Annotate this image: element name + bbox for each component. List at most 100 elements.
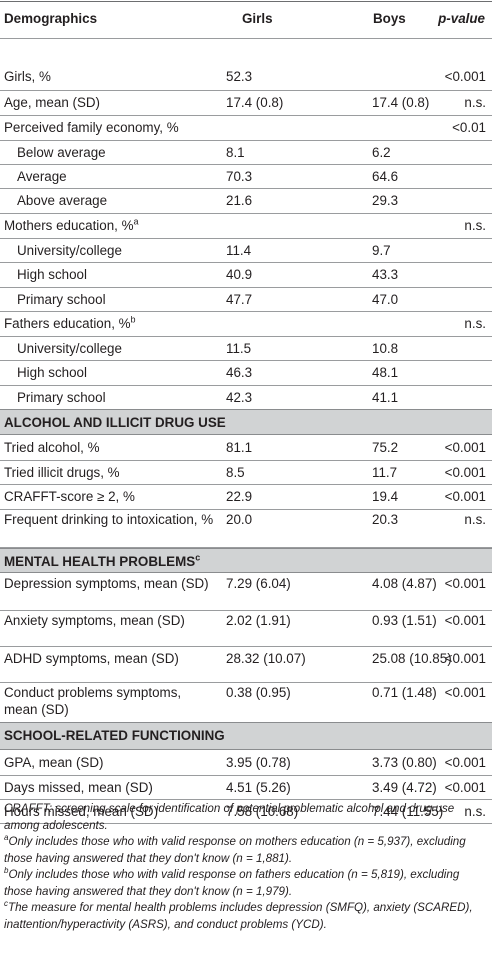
table-row: Perceived family economy, % <0.01 — [0, 115, 492, 140]
girls-value: 11.5 — [226, 341, 252, 356]
row-label: Mothers education, %a — [4, 217, 216, 234]
row-label-text: Mothers education, % — [4, 218, 134, 233]
p-value: <0.001 — [444, 651, 486, 666]
row-label-text: Hours missed, mean (SD) — [4, 804, 159, 819]
row-rule — [0, 115, 492, 116]
p-value: <0.001 — [444, 685, 486, 700]
row-label-text: Frequent drinking to intoxication, % — [4, 512, 214, 527]
row-label-text: Fathers education, % — [4, 316, 131, 331]
girls-value: 20.0 — [226, 512, 253, 527]
boys-value: 3.73 (0.80) — [372, 755, 437, 770]
footnote: bOnly includes those who with valid resp… — [4, 867, 490, 900]
table-top-rule — [0, 1, 492, 2]
p-value: <0.001 — [444, 613, 486, 628]
row-label: Tried illicit drugs, % — [4, 464, 216, 481]
table-row: Anxiety symptoms, mean (SD) 2.02 (1.91) 0.… — [0, 610, 492, 646]
row-label-text: Age, mean (SD) — [4, 95, 101, 110]
footnote-text: Only includes those who with valid respo… — [4, 868, 460, 898]
footnote-marker: b — [4, 866, 9, 876]
row-rule — [0, 213, 492, 214]
girls-value: 46.3 — [226, 365, 253, 380]
row-rule — [0, 610, 492, 611]
girls-value: 52.3 — [226, 69, 253, 84]
row-label-text: University/college — [17, 341, 122, 356]
boys-value: 9.7 — [372, 243, 391, 258]
row-label: Fathers education, %b — [4, 315, 216, 332]
row-rule — [0, 484, 492, 485]
row-label: Girls, % — [4, 68, 216, 85]
boys-value: 25.08 (10.85) — [372, 651, 452, 666]
row-label: Primary school — [17, 389, 216, 406]
boys-value: 10.8 — [372, 341, 399, 356]
row-rule — [0, 547, 492, 548]
p-value: <0.01 — [452, 120, 486, 135]
girls-value: 21.6 — [226, 193, 253, 208]
row-label: Conduct problems symptoms, mean (SD) — [4, 684, 216, 718]
footnote: aOnly includes those who with valid resp… — [4, 834, 490, 867]
boys-value: 48.1 — [372, 365, 399, 380]
row-rule — [0, 509, 492, 510]
boys-value: 75.2 — [372, 440, 399, 455]
row-rule — [0, 140, 492, 141]
row-rule — [0, 164, 492, 165]
girls-value: 28.32 (10.07) — [226, 651, 306, 666]
girls-value: 40.9 — [226, 267, 253, 282]
table-row: University/college 11.4 9.7 — [0, 238, 492, 262]
section-header: MENTAL HEALTH PROBLEMSc — [0, 548, 492, 573]
boys-value: 7.44 (11.55) — [372, 804, 444, 819]
row-label: Below average — [17, 144, 216, 161]
section-title: ALCOHOL AND ILLICIT DRUG USE — [4, 415, 226, 430]
boys-value: 0.93 (1.51) — [372, 613, 437, 628]
girls-value: 7.29 (6.04) — [226, 576, 291, 591]
row-label-text: ADHD symptoms, mean (SD) — [4, 651, 179, 666]
girls-value: 42.3 — [226, 390, 253, 405]
p-value: <0.001 — [444, 465, 486, 480]
row-label-text: Primary school — [17, 390, 106, 405]
row-label: Age, mean (SD) — [4, 94, 216, 111]
footnote-text: The measure for mental health problems i… — [4, 901, 473, 931]
table-row: High school 46.3 48.1 — [0, 360, 492, 385]
table-row: Mothers education, %a n.s. — [0, 213, 492, 238]
table-row: Fathers education, %b n.s. — [0, 311, 492, 336]
row-label-text: Perceived family economy, % — [4, 120, 179, 135]
header-girls: Girls — [242, 11, 273, 26]
boys-value: 20.3 — [372, 512, 399, 527]
row-rule — [0, 823, 492, 824]
boys-value: 47.0 — [372, 292, 399, 307]
table-row: Tried alcohol, % 81.1 75.2 <0.001 — [0, 435, 492, 460]
header-rule — [0, 38, 492, 39]
row-label: Hours missed, mean (SD) — [4, 803, 216, 820]
table-row: University/college 11.5 10.8 — [0, 336, 492, 360]
row-rule — [0, 460, 492, 461]
row-label: University/college — [17, 340, 216, 357]
table-row: Average 70.3 64.6 — [0, 164, 492, 188]
girls-value: 11.4 — [226, 243, 252, 258]
p-value: <0.001 — [444, 576, 486, 591]
footnote-marker: c — [4, 899, 8, 909]
boys-value: 19.4 — [372, 489, 399, 504]
boys-value: 3.49 (4.72) — [372, 780, 437, 795]
boys-value: 41.1 — [372, 390, 399, 405]
row-rule — [0, 385, 492, 386]
row-label: Depression symptoms, mean (SD) — [4, 575, 216, 592]
girls-value: 4.51 (5.26) — [226, 780, 291, 795]
row-label-text: GPA, mean (SD) — [4, 755, 104, 770]
row-label-text: High school — [17, 267, 87, 282]
table-row: Above average 21.6 29.3 — [0, 188, 492, 213]
row-label-text: Below average — [17, 145, 106, 160]
boys-value: 6.2 — [372, 145, 391, 160]
row-rule — [0, 90, 492, 91]
row-rule — [0, 188, 492, 189]
boys-value: 29.3 — [372, 193, 399, 208]
p-value: n.s. — [464, 218, 486, 233]
footnote: CRAFFT: screening scale for identificati… — [4, 801, 490, 834]
header-demographics: Demographics — [4, 11, 98, 26]
row-rule — [0, 336, 492, 337]
row-rule — [0, 682, 492, 683]
table-row: Depression symptoms, mean (SD) 7.29 (6.04… — [0, 573, 492, 610]
row-rule — [0, 311, 492, 312]
row-label: Primary school — [17, 291, 216, 308]
table-header: Demographics Girls Boys p-value — [0, 0, 492, 38]
row-rule — [0, 775, 492, 776]
row-label: High school — [17, 266, 216, 283]
